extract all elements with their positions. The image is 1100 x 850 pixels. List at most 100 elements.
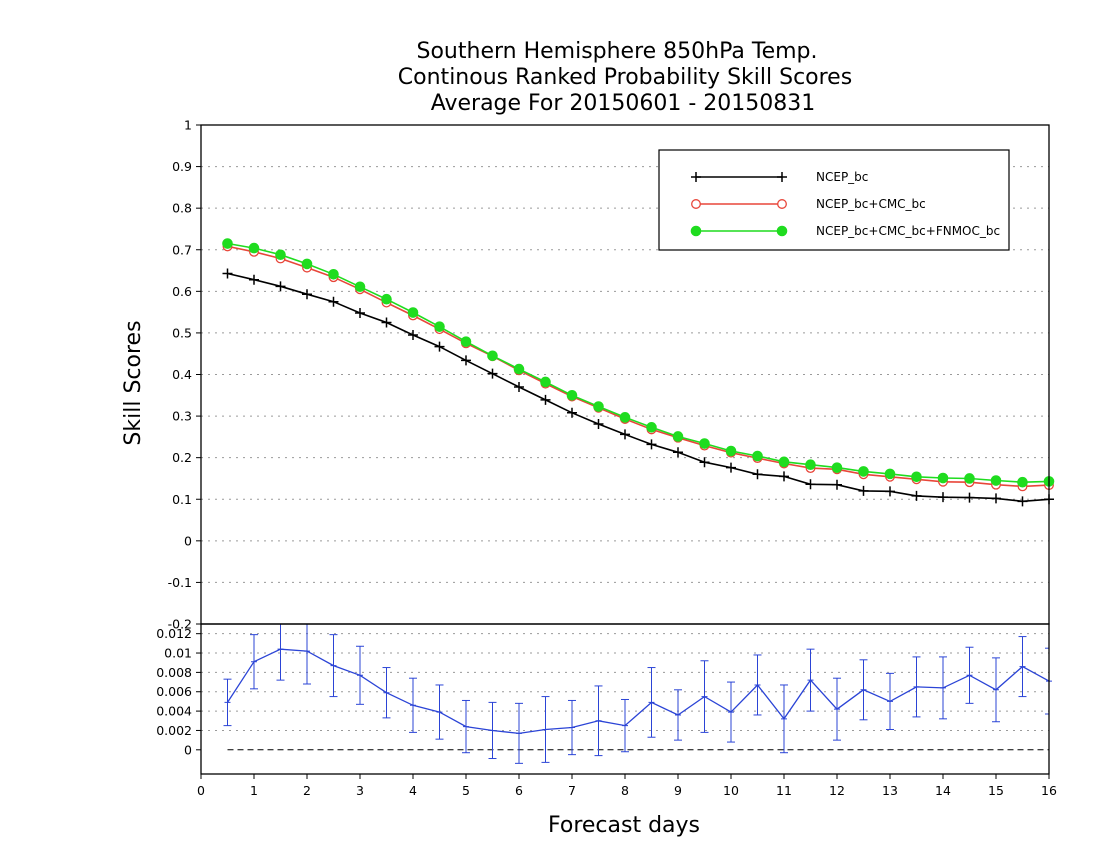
difference-point	[436, 709, 443, 716]
x-tick-label: 8	[621, 783, 629, 798]
difference-point	[383, 689, 390, 696]
title-line-3: Average For 20150601 - 20150831	[431, 91, 816, 116]
series-0-point	[911, 490, 922, 501]
x-tick-label: 1	[250, 783, 258, 798]
series-0-point	[991, 493, 1001, 504]
series-2-point	[884, 468, 896, 480]
x-tick-label: 2	[303, 783, 311, 798]
legend-marker	[691, 199, 701, 209]
series-0-point	[567, 407, 577, 418]
series-2-point	[248, 242, 260, 254]
difference-point	[860, 686, 867, 693]
y-tick-label: 0.9	[172, 159, 192, 174]
axis-ticks: -0.2-0.100.10.20.30.40.50.60.70.80.9100.…	[156, 118, 1057, 799]
difference-point	[1019, 663, 1026, 670]
y-tick-label: 0.5	[172, 325, 192, 340]
series-2-point	[858, 466, 869, 477]
x-tick-label: 11	[776, 783, 792, 798]
diff-y-tick-label: 0.004	[156, 704, 192, 719]
y-tick-label: -0.1	[168, 575, 192, 590]
series-0-point	[673, 447, 683, 458]
series-0-point	[328, 296, 339, 307]
diff-y-tick-label: 0.006	[156, 684, 192, 699]
series-2-point	[434, 321, 445, 332]
series-0-point	[805, 479, 816, 490]
difference-point	[754, 681, 761, 688]
series-0-point	[408, 329, 418, 340]
series-2-point	[964, 473, 975, 484]
diff-y-tick-label: 0.01	[164, 646, 192, 661]
difference-point	[648, 699, 655, 706]
difference-point	[701, 693, 708, 700]
series-2-point	[805, 459, 816, 471]
difference-point	[940, 684, 946, 691]
y-tick-label: 0.7	[172, 242, 192, 257]
difference-point	[304, 648, 310, 655]
y-tick-label: -0.2	[168, 617, 192, 632]
difference-point	[622, 722, 628, 729]
legend: NCEP_bc NCEP_bc+CMC_bc NCEP_bc+CMC_bc+FNMO…	[658, 149, 1010, 251]
series-0-point	[514, 381, 524, 392]
series-2-point	[646, 422, 657, 433]
series-0-point	[699, 457, 710, 468]
difference-point	[913, 683, 920, 690]
y-tick-label: 0.8	[172, 201, 192, 216]
difference-point	[410, 702, 416, 709]
difference-point	[807, 677, 814, 684]
series-2-point	[487, 350, 498, 362]
x-tick-label: 6	[515, 783, 523, 798]
series-line-0	[227, 272, 1050, 503]
series-2-point	[354, 281, 366, 293]
difference-point	[595, 717, 602, 724]
series-0-point	[593, 418, 604, 429]
series-0-point	[1017, 496, 1028, 507]
diff-y-tick-label: 0.012	[156, 626, 192, 641]
series-0-point	[381, 317, 392, 328]
difference-point	[675, 711, 681, 718]
y-tick-label: 0.4	[172, 367, 192, 382]
series-layer	[222, 238, 1055, 507]
legend-marker	[691, 172, 701, 182]
series-2-point	[1017, 476, 1028, 488]
series-0-point	[646, 439, 657, 450]
x-tick-label: 16	[1041, 783, 1057, 798]
title-line-2: Continous Ranked Probability Skill Score…	[398, 65, 852, 90]
legend-marker	[777, 199, 787, 209]
y-tick-label: 0.2	[172, 450, 192, 465]
series-2-point	[672, 431, 684, 442]
series-0-point	[858, 485, 869, 496]
series-0-point	[222, 268, 233, 279]
title-line-1: Southern Hemisphere 850hPa Temp.	[417, 39, 818, 64]
diff-y-tick-label: 0.002	[156, 723, 192, 738]
series-0-point	[938, 492, 948, 503]
y-tick-label: 0.1	[172, 492, 192, 507]
difference-panel	[223, 624, 1052, 764]
legend-label-0: NCEP_bc	[816, 170, 868, 184]
series-2-point	[725, 445, 737, 457]
series-2-point	[911, 471, 922, 483]
legend-label-1: NCEP_bc+CMC_bc	[816, 197, 926, 211]
series-2-point	[699, 438, 710, 449]
difference-point	[728, 709, 734, 716]
series-0-point	[434, 341, 445, 352]
series-2-point	[222, 238, 233, 249]
difference-point	[887, 698, 893, 705]
difference-point	[993, 686, 999, 693]
y-tick-label: 0	[184, 533, 192, 548]
series-2-point	[752, 450, 763, 462]
grid	[201, 166, 1049, 731]
legend-box	[658, 149, 1010, 251]
difference-point	[224, 699, 231, 706]
y-tick-label: 1	[184, 118, 192, 133]
difference-line	[226, 648, 1050, 735]
x-tick-label: 0	[197, 783, 205, 798]
diff-y-tick-label: 0	[184, 742, 192, 757]
difference-point	[330, 662, 337, 669]
series-2-point	[593, 401, 604, 412]
x-tick-label: 5	[462, 783, 470, 798]
x-tick-label: 4	[409, 783, 417, 798]
series-0-point	[355, 307, 365, 318]
series-0-point	[249, 274, 259, 285]
difference-point	[542, 726, 549, 733]
